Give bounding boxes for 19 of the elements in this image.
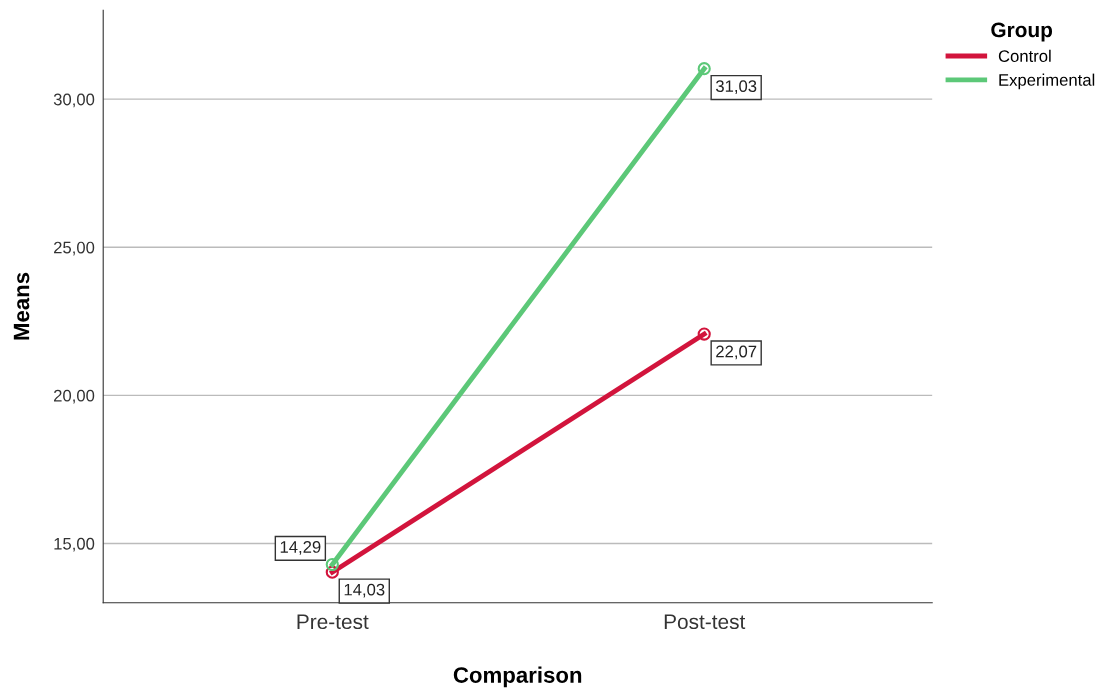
- x-tick-label: Pre-test: [297, 614, 369, 630]
- legend-label: Control: [998, 49, 1051, 62]
- point: [325, 557, 339, 572]
- data-label: 31,03: [715, 80, 757, 94]
- data-label: 22,07: [716, 345, 757, 360]
- legend-title: Group: [991, 22, 1053, 42]
- point: [697, 62, 711, 76]
- y-tick-label: 20,00: [54, 389, 95, 404]
- legend-label: Experimental: [999, 73, 1095, 90]
- y-axis-title: Means: [13, 272, 30, 340]
- data-label: 14,29: [280, 541, 321, 555]
- point: [697, 327, 711, 341]
- y-tick-label: 30,00: [53, 93, 95, 108]
- point: [325, 565, 339, 579]
- data-label: 14,03: [344, 583, 385, 598]
- x-tick-label: Post-test: [664, 614, 746, 630]
- x-axis-title: Comparison: [453, 666, 582, 688]
- y-tick-label: 25,00: [54, 241, 95, 256]
- y-tick-label: 15,00: [54, 537, 95, 552]
